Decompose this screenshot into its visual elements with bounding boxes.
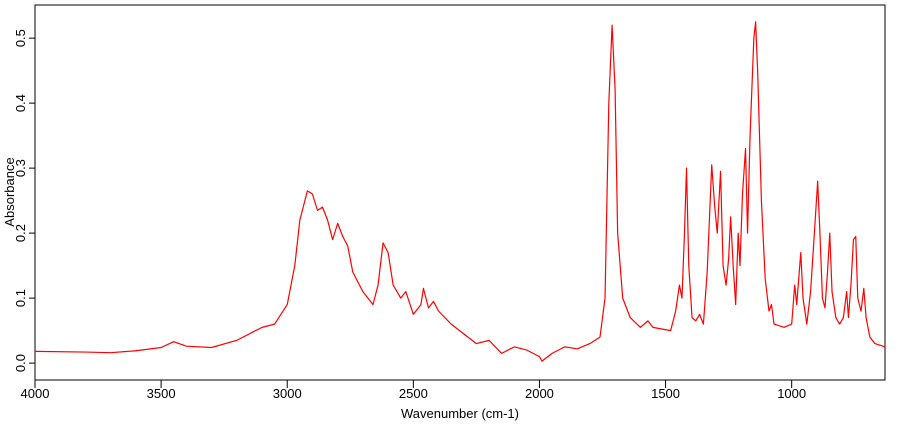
x-tick-label: 3000 — [273, 386, 302, 401]
y-tick-label: 0.2 — [13, 224, 28, 242]
plot-frame — [34, 4, 886, 381]
y-tick-label: 0.5 — [13, 29, 28, 47]
spectrum-line — [34, 21, 886, 362]
x-tick-label: 4000 — [21, 386, 50, 401]
x-tick-label: 1000 — [777, 386, 806, 401]
x-axis-label: Wavenumber (cm-1) — [401, 406, 519, 421]
x-tick-label: 1500 — [651, 386, 680, 401]
y-tick-label: 0.4 — [13, 94, 28, 112]
y-tick-label: 0.1 — [13, 289, 28, 307]
y-axis-label: Absorbance — [2, 157, 17, 226]
y-tick-label: 0.3 — [13, 159, 28, 177]
x-tick-label: 2500 — [399, 386, 428, 401]
x-tick-label: 3500 — [147, 386, 176, 401]
x-tick-label: 2000 — [525, 386, 554, 401]
y-tick-label: 0.0 — [13, 354, 28, 372]
